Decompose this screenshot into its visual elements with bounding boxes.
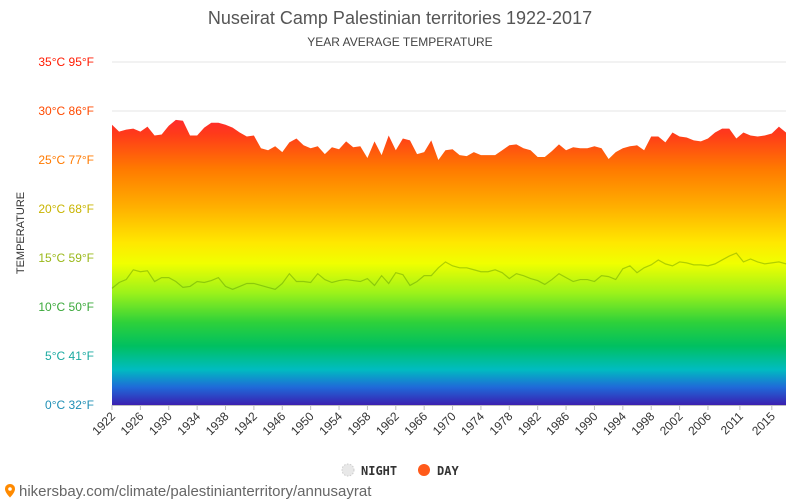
y-tick-label: 25°C 77°F <box>38 153 94 167</box>
x-tick-label: 1946 <box>260 409 289 438</box>
x-tick-label: 1930 <box>146 409 175 438</box>
source-attribution[interactable]: hikersbay.com/climate/palestinianterrito… <box>5 483 372 500</box>
x-tick-label: 1970 <box>430 409 459 438</box>
legend-label-night: NIGHT <box>361 464 397 478</box>
legend-item-day[interactable]: DAY <box>418 464 459 478</box>
y-axis-label: TEMPERATURE <box>15 192 27 274</box>
y-tick-label: 10°C 50°F <box>38 300 94 314</box>
y-tick-label: 5°C 41°F <box>45 349 94 363</box>
legend-label-day: DAY <box>437 464 459 478</box>
chart-subtitle: YEAR AVERAGE TEMPERATURE <box>307 35 492 49</box>
chart-title: Nuseirat Camp Palestinian territories 19… <box>208 8 592 28</box>
x-tick-label: 1998 <box>629 409 658 438</box>
y-tick-label: 0°C 32°F <box>45 398 94 412</box>
x-tick-label: 2002 <box>657 409 686 438</box>
x-tick-label: 1962 <box>373 409 402 438</box>
x-tick-label: 1922 <box>89 409 118 438</box>
y-axis: 0°C 32°F 5°C 41°F 10°C 50°F 15°C 59°F 20°C 6… <box>38 55 94 412</box>
x-tick-label: 1926 <box>118 409 147 438</box>
x-tick-label: 1974 <box>458 409 487 438</box>
x-tick-label: 1954 <box>316 409 345 438</box>
location-pin-dot-icon <box>8 487 12 491</box>
day-temperature-area <box>112 119 786 405</box>
x-tick-label: 2006 <box>685 409 714 438</box>
x-tick-label: 1938 <box>203 409 232 438</box>
legend-marker-night <box>341 463 355 477</box>
x-tick-label: 1934 <box>174 409 203 438</box>
source-link[interactable]: hikersbay.com/climate/palestinianterrito… <box>19 483 372 500</box>
x-tick-label: 1986 <box>543 409 572 438</box>
y-tick-label: 20°C 68°F <box>38 202 94 216</box>
y-tick-label: 30°C 86°F <box>38 104 94 118</box>
x-axis: 1922 1926 1930 1934 1938 1942 1946 1950 1954 1958… <box>89 405 786 438</box>
legend-item-night[interactable]: NIGHT <box>341 463 397 478</box>
x-tick-label: 1982 <box>515 409 544 438</box>
y-tick-label: 15°C 59°F <box>38 251 94 265</box>
x-tick-label: 1966 <box>402 409 431 438</box>
x-tick-label: 1994 <box>600 409 629 438</box>
legend-marker-day <box>418 464 430 476</box>
x-tick-label: 2015 <box>749 409 778 438</box>
x-tick-label: 1978 <box>487 409 516 438</box>
x-tick-label: 1942 <box>231 409 260 438</box>
x-tick-label: 1958 <box>345 409 374 438</box>
x-tick-label: 2011 <box>718 409 746 437</box>
x-tick-label: 1950 <box>288 409 317 438</box>
x-tick-label: 1990 <box>572 409 601 438</box>
y-tick-label: 35°C 95°F <box>38 55 94 69</box>
night-temperature-line <box>111 252 787 291</box>
chart-legend: NIGHT DAY <box>341 463 459 478</box>
